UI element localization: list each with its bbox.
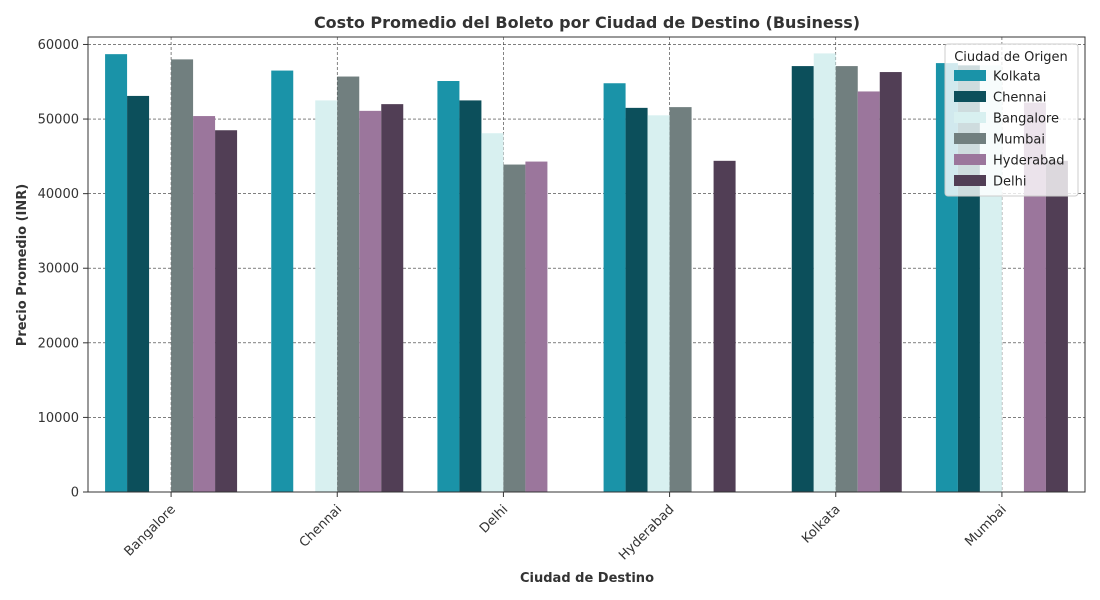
bar-hyderabad-delhi [525,161,548,493]
y-axis-label: Precio Promedio (INR) [15,184,30,346]
bar-chennai-hyderabad [625,107,648,492]
bar-bangalore-hyderabad [647,115,670,492]
legend: Ciudad de Origen Kolkata Chennai Bangalore… [944,43,1079,197]
legend-swatch-bangalore [954,112,986,123]
y-tick-label: 10000 [38,411,79,426]
bar-chennai-bangalore [127,95,150,492]
bar-delhi-kolkata [879,72,902,493]
y-tick-label: 50000 [38,113,79,128]
bar-hyderabad-bangalore [193,116,216,492]
bar-mumbai-chennai [337,76,360,493]
y-tick-label: 40000 [38,187,79,202]
legend-swatch-chennai [954,91,986,102]
grid-lines [88,37,1085,492]
bar-mumbai-bangalore [171,59,194,493]
x-tick-label: Delhi [477,502,511,536]
x-tick-label: Hyderabad [616,502,677,563]
bar-chennai-delhi [459,100,482,492]
chart-title: Costo Promedio del Boleto por Ciudad de … [314,13,860,32]
legend-title: Ciudad de Origen [954,50,1068,65]
bar-delhi-hyderabad [713,160,736,492]
bar-chennai-kolkata [791,66,814,493]
legend-swatch-hyderabad [954,154,986,165]
x-axis-label: Ciudad de Destino [520,571,654,586]
x-tick-label: Mumbai [962,502,1009,549]
bar-mumbai-delhi [503,164,526,492]
bar-kolkata-chennai [271,70,294,492]
bar-hyderabad-chennai [359,110,382,492]
x-tick-label: Bangalore [122,502,179,559]
plot-frame [87,36,1086,493]
bar-bangalore-chennai [315,100,338,492]
bar-hyderabad-mumbai [1023,102,1046,492]
legend-label-chennai: Chennai [993,91,1046,106]
bar-bangalore-kolkata [813,53,836,492]
bar-delhi-bangalore [215,130,238,492]
legend-label-mumbai: Mumbai [993,133,1045,148]
axes [83,36,1086,497]
legend-swatch-kolkata [954,70,986,81]
bar-kolkata-bangalore [105,54,128,493]
bar-kolkata-hyderabad [603,83,626,492]
legend-label-kolkata: Kolkata [993,70,1041,85]
y-tick-label: 0 [71,486,79,501]
bar-bangalore-delhi [481,133,504,492]
y-tick-label: 30000 [38,262,79,277]
legend-label-bangalore: Bangalore [993,112,1059,127]
legend-swatch-delhi [954,175,986,186]
bar-mumbai-kolkata [835,66,858,493]
bar-mumbai-hyderabad [669,107,692,493]
bar-delhi-chennai [381,104,404,492]
x-tick-label: Kolkata [799,502,843,546]
y-tick-label: 20000 [38,336,79,351]
bar-delhi-mumbai [1045,160,1068,492]
legend-swatch-mumbai [954,133,986,144]
legend-label-delhi: Delhi [993,175,1026,190]
bar-hyderabad-kolkata [857,91,880,493]
legend-label-hyderabad: Hyderabad [993,154,1065,169]
bar-kolkata-delhi [437,81,460,493]
x-tick-label: Chennai [297,502,345,550]
y-tick-label: 60000 [38,38,79,53]
